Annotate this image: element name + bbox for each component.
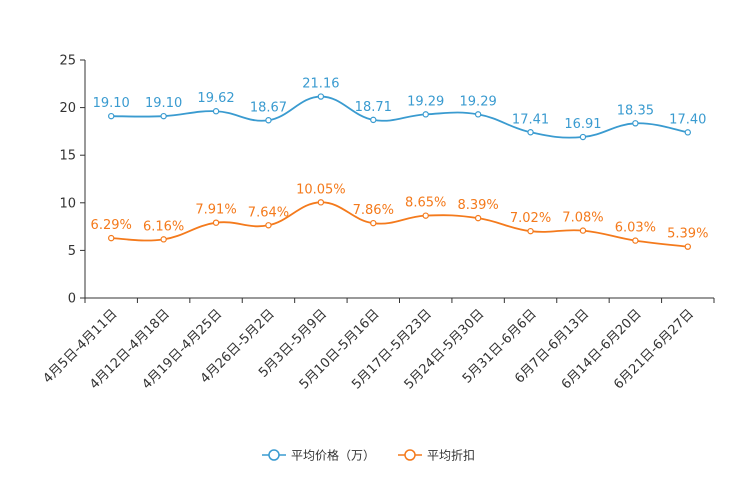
y-tick-label: 10 <box>59 196 76 211</box>
data-label: 19.29 <box>407 94 444 109</box>
data-point <box>212 219 220 226</box>
data-point <box>579 133 587 141</box>
legend-label: 平均价格（万） <box>291 448 375 463</box>
data-label: 5.39% <box>667 227 708 242</box>
legend-marker-icon <box>268 449 280 461</box>
data-point <box>108 112 115 120</box>
data-label: 10.05% <box>296 182 346 197</box>
series-avg-discount: 6.29% 6.16% 7.91% 7.64% 10.05% 7.86% 8.65% 8.39… <box>91 182 708 250</box>
data-point <box>632 120 639 127</box>
data-point <box>474 214 482 222</box>
data-point <box>370 116 377 124</box>
legend-item-avg-price[interactable]: 平均价格（万） <box>262 448 375 463</box>
legend-marker-icon <box>404 449 416 461</box>
legend-item-avg-discount[interactable]: 平均折扣 <box>398 448 475 463</box>
data-label: 19.10 <box>93 96 130 111</box>
data-point <box>317 93 325 100</box>
data-point <box>160 236 167 243</box>
legend-label: 平均折扣 <box>427 448 475 463</box>
data-label: 7.02% <box>510 211 551 226</box>
y-tick-label: 25 <box>59 54 76 69</box>
data-point <box>108 234 115 242</box>
data-point <box>422 111 429 118</box>
data-label: 7.64% <box>248 205 289 220</box>
y-tick-label: 0 <box>68 292 76 307</box>
legend[interactable]: 平均价格（万） 平均折扣 <box>262 448 475 463</box>
data-label: 18.71 <box>355 100 392 115</box>
data-label: 18.67 <box>250 100 287 115</box>
data-label: 18.35 <box>617 103 654 118</box>
data-point <box>527 227 534 235</box>
data-label: 8.65% <box>405 196 446 211</box>
data-label: 16.91 <box>564 117 601 132</box>
data-label: 8.39% <box>457 198 498 213</box>
data-point <box>265 222 272 229</box>
data-point <box>160 112 167 120</box>
y-tick-label: 15 <box>59 149 76 164</box>
data-label: 21.16 <box>302 77 339 92</box>
series-layer: 19.10 19.10 19.62 18.67 21.16 18.71 19.29 19.29… <box>91 77 708 250</box>
data-label: 6.29% <box>91 218 132 233</box>
data-label: 7.91% <box>195 203 236 218</box>
data-label: 19.62 <box>197 91 234 106</box>
data-point <box>370 219 377 227</box>
data-point <box>212 108 220 115</box>
data-label: 19.10 <box>145 96 182 111</box>
data-label: 17.40 <box>669 112 706 127</box>
data-label: 7.86% <box>353 203 394 218</box>
data-point <box>317 199 325 206</box>
data-point <box>579 227 587 234</box>
data-point <box>422 212 429 219</box>
data-label: 19.29 <box>460 94 497 109</box>
series-avg-price: 19.10 19.10 19.62 18.67 21.16 18.71 19.29 19.29… <box>93 77 706 141</box>
data-point <box>684 243 691 250</box>
data-label: 7.08% <box>562 211 603 226</box>
data-point <box>632 237 639 244</box>
data-label: 6.03% <box>615 221 656 236</box>
data-label: 17.41 <box>512 112 549 127</box>
data-point <box>684 129 691 136</box>
data-point <box>265 117 272 124</box>
y-tick-label: 20 <box>59 101 76 116</box>
data-point <box>474 111 482 118</box>
data-point <box>527 129 534 136</box>
series-line <box>111 201 688 248</box>
y-tick-label: 5 <box>68 244 76 259</box>
data-label: 6.16% <box>143 219 184 234</box>
